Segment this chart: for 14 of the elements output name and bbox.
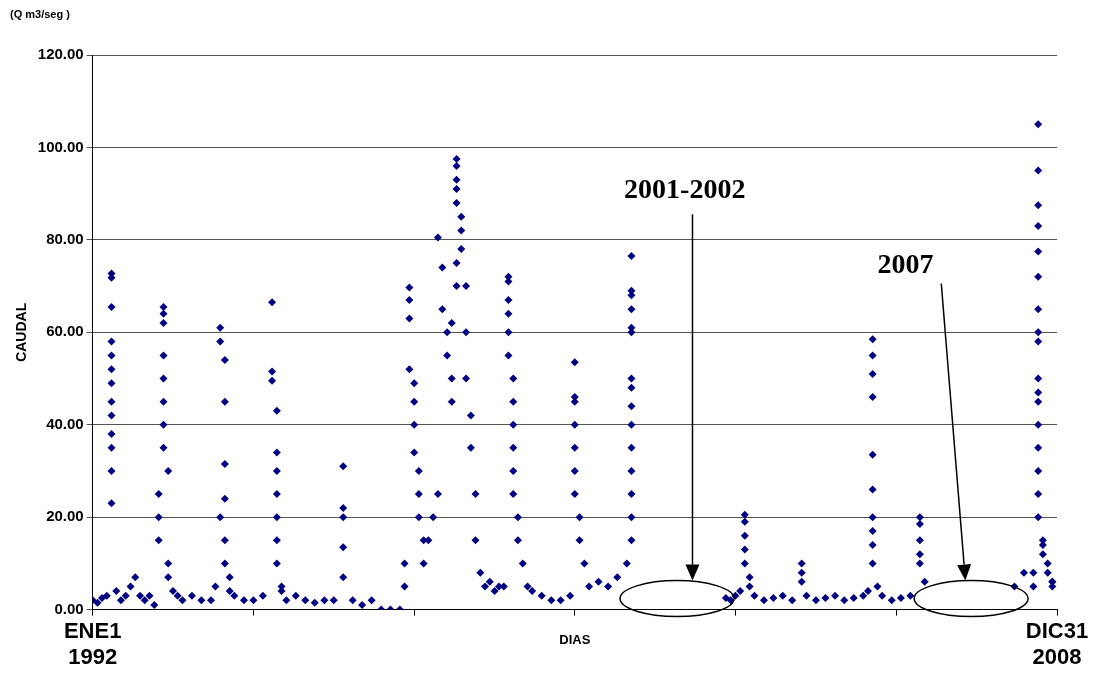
x-tick-label: DIC31 2008 [1025, 617, 1089, 670]
y-tick-label: 20.00 [46, 507, 84, 525]
y-tick-label: 120.00 [37, 45, 84, 63]
y-tick-label: 100.00 [37, 137, 84, 155]
chart-subtitle: (Q m3/seg ) [10, 8, 70, 20]
annotation: 2007 [877, 247, 934, 279]
y-axis-title: CAUDAL [13, 302, 30, 362]
annotation: 2001-2002 [624, 172, 746, 204]
y-tick-label: 40.00 [46, 414, 84, 432]
x-tick-label: ENE1 1992 [63, 617, 122, 670]
x-axis-title: DIAS [559, 631, 591, 647]
y-tick-label: 60.00 [46, 322, 84, 340]
y-tick-label: 0.00 [54, 599, 84, 617]
y-tick-label: 80.00 [46, 230, 84, 248]
